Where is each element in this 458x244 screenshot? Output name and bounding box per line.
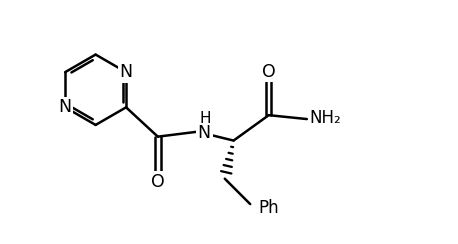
Text: O: O: [262, 63, 276, 81]
Text: Ph: Ph: [258, 199, 279, 217]
Text: N: N: [59, 98, 72, 116]
Text: NH₂: NH₂: [310, 109, 341, 127]
Text: N: N: [198, 124, 211, 142]
Text: O: O: [151, 173, 165, 191]
Text: N: N: [120, 63, 133, 81]
Text: H: H: [200, 111, 212, 126]
